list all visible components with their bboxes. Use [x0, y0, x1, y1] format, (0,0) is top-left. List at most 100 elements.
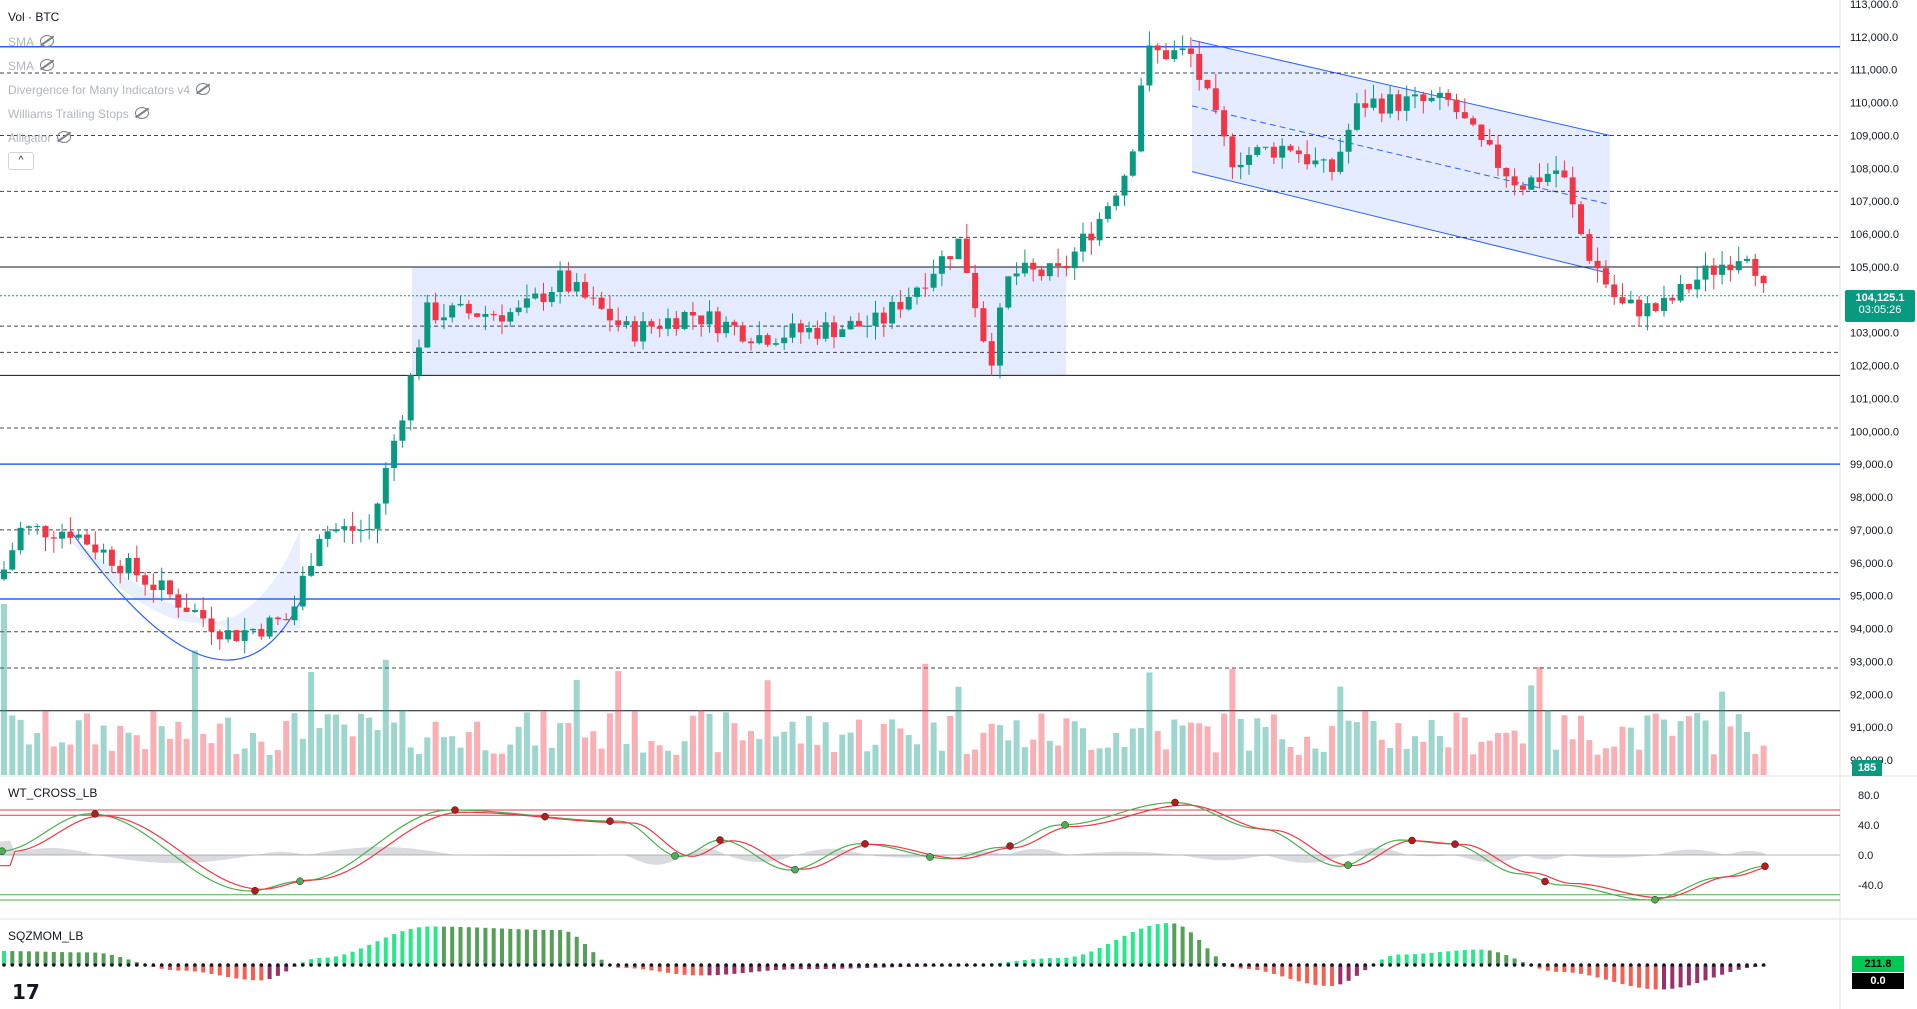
y-tick-label: 92,000.0	[1850, 689, 1893, 701]
candle-body	[374, 503, 381, 529]
eye-off-icon[interactable]	[40, 59, 55, 71]
sqz-bar	[1122, 935, 1127, 965]
volume-bar	[117, 725, 124, 775]
sqz-bar	[358, 948, 363, 965]
volume-bar	[963, 753, 970, 775]
volume-bar	[490, 753, 497, 775]
sqz-dot	[1678, 963, 1683, 967]
candle-countdown: 03:05:26	[1858, 304, 1902, 316]
indicator-sma-1[interactable]: SMA	[8, 34, 55, 49]
volume-bar	[1744, 732, 1750, 775]
candle-body	[1395, 94, 1402, 111]
volume-bar	[1262, 727, 1269, 775]
volume-bar	[457, 747, 464, 775]
candle-body	[1295, 150, 1302, 155]
candle-body	[225, 630, 232, 640]
volume-bar	[391, 722, 398, 775]
volume-bar	[1478, 741, 1485, 775]
y-tick-label: 103,000.0	[1850, 328, 1899, 340]
sqz-dot	[1006, 963, 1011, 967]
eye-off-icon[interactable]	[196, 83, 211, 95]
sqz-dot	[558, 963, 562, 967]
volume-bar	[274, 750, 281, 775]
sqz-dot	[193, 963, 197, 967]
sqz-dot	[973, 963, 977, 967]
sqz-bar	[1396, 954, 1401, 965]
volume-bar	[507, 744, 514, 775]
candle-body	[142, 575, 149, 585]
volume-bar	[357, 713, 364, 775]
volume-bar	[374, 730, 381, 775]
wt-tick-label: 80.0	[1858, 790, 1879, 802]
candle-body	[250, 628, 256, 631]
volume-bar	[482, 750, 489, 775]
sqz-dot	[1097, 963, 1102, 967]
sqz-dot	[234, 963, 239, 967]
candle-body	[1611, 284, 1618, 298]
sqz-bar	[217, 965, 222, 976]
candle-body	[432, 302, 439, 321]
candle-body	[606, 308, 613, 321]
candle-body	[1445, 92, 1452, 100]
sqz-bar	[1014, 960, 1019, 965]
volume-bar	[1038, 713, 1045, 775]
candle-body	[1163, 50, 1169, 60]
eye-off-icon[interactable]	[40, 35, 55, 47]
volume-bar	[341, 724, 348, 775]
candle-body	[540, 293, 547, 303]
sqz-dot	[550, 963, 554, 967]
volume-bar	[449, 736, 456, 775]
sqz-bar	[43, 951, 48, 965]
volume-bar	[1212, 752, 1219, 775]
volume-bar	[324, 714, 331, 775]
sqz-bar	[1686, 965, 1691, 986]
sqz-bar	[1180, 926, 1185, 965]
y-tick-label: 91,000.0	[1850, 722, 1893, 734]
volume-bar	[1187, 722, 1194, 775]
sqz-dot	[1653, 963, 1658, 967]
volume-bar	[291, 713, 298, 775]
sqz-dot	[1512, 963, 1517, 967]
volume-bar	[1096, 748, 1103, 775]
volume-bar	[59, 742, 66, 775]
volume-bar	[540, 711, 547, 775]
indicator-alligator[interactable]: Alligator	[8, 130, 72, 145]
wt-cross-dot	[1761, 862, 1769, 870]
eye-off-icon[interactable]	[134, 107, 149, 119]
y-tick-label: 93,000.0	[1850, 656, 1893, 668]
eye-off-icon[interactable]	[57, 131, 72, 143]
volume-bar	[9, 715, 16, 775]
sqz-dot	[1164, 963, 1168, 967]
volume-bar	[50, 746, 57, 775]
y-tick-label: 101,000.0	[1850, 393, 1899, 405]
volume-bar	[905, 734, 912, 775]
candle-body	[648, 321, 655, 327]
sqz-dot	[384, 963, 388, 967]
sqz-dot	[857, 963, 861, 967]
candle-body	[42, 525, 49, 538]
indicator-williams[interactable]: Williams Trailing Stops	[8, 106, 149, 121]
sqz-dot	[1604, 963, 1608, 967]
indicator-sma-2[interactable]: SMA	[8, 58, 55, 73]
candle-body	[167, 580, 173, 595]
sqz-bar	[26, 951, 31, 965]
sqz-bar	[317, 958, 322, 965]
candle-body	[150, 584, 157, 591]
wt-tick-label: -40.0	[1858, 880, 1883, 892]
candle-body	[565, 270, 572, 292]
sqz-dot	[317, 963, 322, 967]
candle-body	[308, 565, 315, 576]
candle-body	[1013, 273, 1020, 277]
tradingview-logo-icon[interactable]: 17	[12, 980, 40, 1004]
candle-body	[125, 557, 132, 574]
candle-body	[391, 440, 398, 468]
candle-body	[465, 303, 472, 314]
volume-bar	[158, 726, 165, 775]
sqz-bar	[740, 965, 745, 974]
indicator-divergence[interactable]: Divergence for Many Indicators v4	[8, 82, 211, 97]
candle-body	[1129, 151, 1136, 176]
collapse-indicators-button[interactable]: ^	[8, 152, 34, 170]
volume-bar	[1719, 691, 1726, 775]
volume-bar	[1, 604, 7, 775]
